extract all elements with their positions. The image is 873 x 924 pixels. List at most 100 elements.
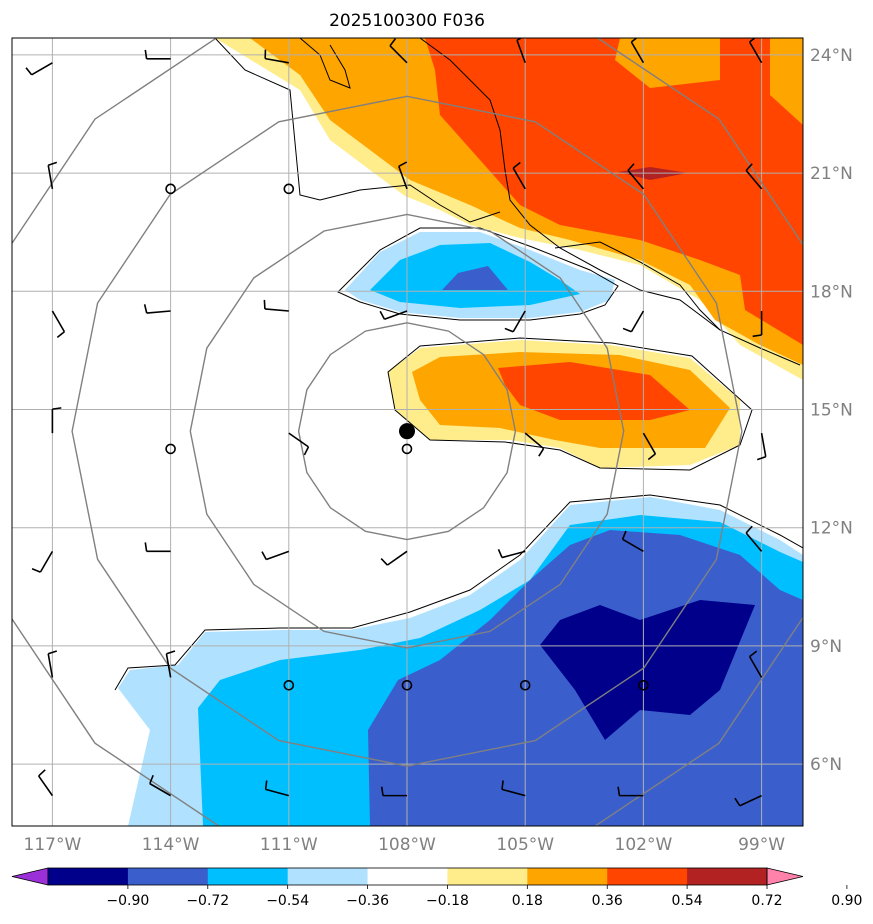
contour-positive-center-red [498,362,690,420]
lon-label-5: 102°W [615,835,673,855]
coastlines [114,38,803,691]
coastline-baja [214,38,501,223]
wind-barb-15 [379,310,408,320]
wind-barb-38 [501,780,526,797]
lon-label-1: 114°W [142,835,200,855]
wind-barb-2 [264,49,289,64]
wind-barb-5 [630,38,645,64]
map-title: 2025100300 F036 [329,11,485,31]
colorbar-label-7: 0.54 [672,893,703,909]
wind-barb-23 [756,433,767,461]
colorbar-segment-0 [48,868,129,885]
range-ring-2 [71,95,743,767]
colorbar-label-8: 0.72 [751,893,782,909]
wind-barb-28 [497,548,526,559]
wind-barb-35 [149,774,172,797]
lon-label-3: 108°W [378,835,436,855]
calm-circle-5 [401,679,413,691]
storm-center-marker [399,423,415,440]
contour-outline-center-pos [387,337,753,471]
colorbar-label-3: −0.36 [346,893,389,909]
wind-barb-31 [47,650,58,678]
wind-barb-25 [144,542,171,553]
wind-barb-30 [745,525,763,552]
map-frame [11,37,804,827]
wind-barb-18 [752,311,763,338]
lat-label-3: 15°N [810,401,853,421]
wind-barb-6 [748,38,763,64]
lon-label-2: 111°W [260,835,318,855]
colorbar-segment-4 [367,868,448,885]
colorbar-segment-8 [687,868,768,885]
colorbar: −0.90 −0.72 −0.54 −0.36 −0.18 0.18 0.36 0.54 0.7… [11,867,862,909]
wind-barbs [25,38,767,807]
lat-label-1: 21°N [810,164,853,184]
colorbar-frame [47,867,768,886]
lat-label-4: 12°N [810,519,853,539]
wind-barb-24 [31,550,54,573]
contour-outline-center-neg [337,227,619,321]
coastline-inner [299,38,351,89]
wind-barb-1 [144,49,171,60]
calm-circle-4 [283,679,295,691]
colorbar-segment-2 [207,868,289,885]
wind-barb-21 [524,432,545,457]
coastline-mexico-south [554,241,721,331]
colorbar-label-1: −0.72 [186,893,229,909]
colorbar-label-4: −0.18 [426,893,469,909]
lat-label-6: 6°N [810,755,842,775]
colorbar-segment-7 [607,868,688,885]
colorbar-label-0: −0.90 [106,893,149,909]
wind-barb-32 [165,650,176,678]
wind-barb-0 [25,62,53,76]
calm-circle-7 [638,679,649,691]
range-rings [12,38,803,826]
calm-circle-3 [401,443,413,455]
wind-barb-19 [51,407,62,434]
range-ring-3 [12,38,803,826]
contour-negative-center-blue [442,266,508,290]
colorbar-label-2: −0.54 [266,893,309,909]
colorbar-segment-1 [127,868,209,885]
wind-barb-10 [627,163,645,190]
wind-barb-29 [621,530,644,553]
wind-barb-33 [748,650,763,678]
colorbar-extend-high [766,867,804,886]
colorbar-segment-3 [287,868,369,885]
calm-circle-0 [165,183,176,195]
wind-barb-27 [380,550,408,566]
wind-barb-13 [143,304,171,314]
longitude-labels: 117°W 114°W 111°W 108°W 105°W 102°W 99°W [24,835,786,855]
wind-barb-20 [288,432,310,456]
wind-barb-3 [389,38,408,64]
wind-barb-36 [264,780,290,797]
wind-barb-22 [642,432,657,461]
wind-barb-8 [398,161,408,190]
wind-barb-17 [622,310,645,333]
wind-barb-12 [51,310,66,338]
wind-barb-7 [47,161,58,189]
lon-label-6: 99°W [738,835,785,855]
lon-label-0: 117°W [24,835,82,855]
wind-barb-34 [37,769,54,797]
wind-barb-40 [734,794,762,807]
colorbar-label-6: 0.36 [592,893,623,909]
contour-positive-ne-red [425,38,803,345]
lat-label-0: 24°N [810,46,853,66]
wind-barb-37 [380,786,407,797]
lat-label-2: 18°N [810,282,853,302]
wind-barb-39 [617,786,644,797]
latitude-labels: 24°N 21°N 18°N 15°N 12°N 9°N 6°N [810,46,853,775]
calm-circles [165,183,649,691]
wind-barb-14 [263,299,289,312]
colorbar-label-9: 0.90 [831,893,862,909]
map-area [12,38,803,826]
range-ring-1 [189,213,625,649]
colorbar-extend-low [11,867,49,886]
wind-barb-9 [512,161,526,190]
lat-label-5: 9°N [810,637,842,657]
colorbar-segment-5 [447,868,528,885]
calm-circle-1 [283,183,295,195]
colorbar-segment-6 [527,868,608,885]
